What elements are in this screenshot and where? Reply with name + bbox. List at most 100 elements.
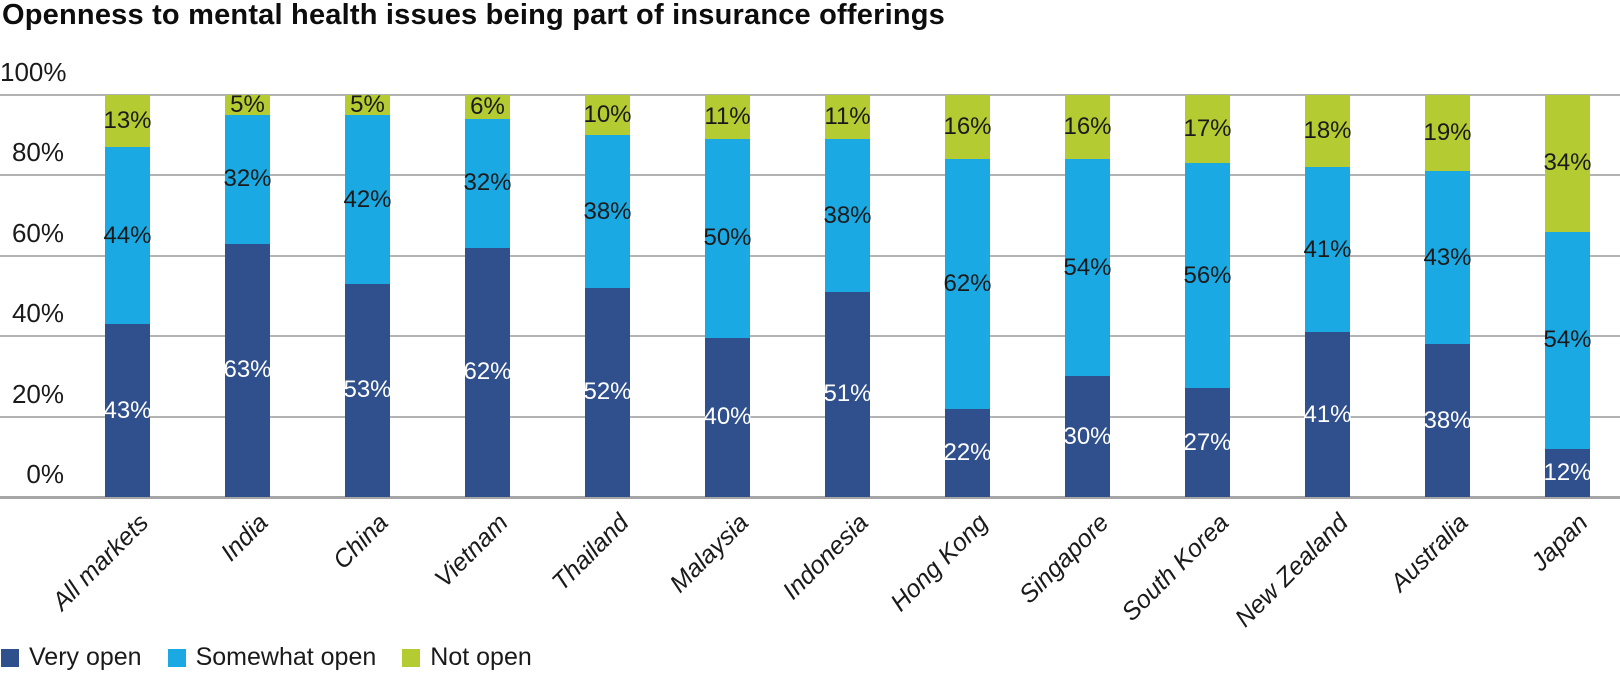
value-label: 54% [1063, 253, 1112, 281]
x-axis-label: Japan [1525, 508, 1594, 577]
value-label: 54% [1543, 326, 1592, 354]
value-label: 18% [1303, 117, 1352, 145]
bar-china: 5% 42% 53% [343, 91, 392, 497]
value-label: 63% [223, 356, 272, 384]
bar-hong-kong: 16% 62% 22% [943, 95, 992, 497]
value-label: 62% [463, 358, 512, 386]
bar-segment-very-open: 52% [583, 287, 632, 497]
bar-japan: 34% 54% 12% [1543, 95, 1592, 497]
bar-segment-very-open: 62% [463, 247, 512, 497]
y-axis-label: 20% [11, 378, 64, 409]
gridline [0, 254, 1620, 257]
value-label: 43% [1423, 243, 1472, 271]
x-axis-label: Singapore [1013, 508, 1114, 609]
x-axis-label: India [215, 508, 274, 567]
bar-segment-very-open: 40% [703, 337, 752, 497]
bar-segment-not-open: 6% [465, 93, 510, 121]
bar-segment-somewhat-open: 32% [463, 119, 512, 248]
chart-title: Openness to mental health issues being p… [2, 0, 945, 31]
bar-segment-somewhat-open: 42% [343, 115, 392, 284]
bar-segment-not-open: 18% [1303, 95, 1352, 168]
bar-segment-not-open: 16% [1063, 95, 1112, 160]
gridline [0, 335, 1620, 338]
value-label: 19% [1423, 119, 1472, 147]
x-axis-label: Indonesia [777, 508, 874, 606]
bar-malaysia: 11% 50% 40% [703, 95, 752, 497]
legend-label: Somewhat open [195, 643, 377, 671]
gridline [0, 94, 1620, 96]
legend-item: Not open [402, 643, 532, 671]
bar-india: 5% 32% 63% [223, 91, 272, 497]
value-label: 41% [1303, 235, 1352, 263]
x-axis-label: China [327, 508, 394, 575]
value-label: 52% [583, 378, 632, 406]
y-axis-label: 100% [0, 57, 67, 87]
bar-segment-somewhat-open: 41% [1303, 167, 1352, 333]
bar-segment-somewhat-open: 54% [1063, 159, 1112, 377]
bar-segment-very-open: 63% [223, 243, 272, 497]
bar-segment-very-open: 30% [1063, 376, 1112, 497]
value-label: 32% [223, 165, 272, 193]
legend-label: Not open [430, 643, 532, 671]
legend-swatch [1, 648, 19, 667]
bar-segment-somewhat-open: 38% [583, 135, 632, 288]
bar-segment-very-open: 51% [823, 291, 872, 497]
gridline [0, 415, 1620, 418]
bar-segment-very-open: 53% [343, 283, 392, 497]
x-axis-label: South Korea [1115, 508, 1234, 627]
value-label: 34% [1543, 149, 1592, 177]
legend-label: Very open [29, 643, 142, 671]
value-label: 6% [470, 93, 505, 121]
value-label: 5% [350, 91, 385, 119]
y-axis-label: 80% [11, 137, 64, 168]
bar-indonesia: 11% 38% 51% [823, 95, 872, 497]
value-label: 13% [103, 107, 152, 135]
value-label: 41% [1303, 400, 1352, 428]
x-axis-label: Vietnam [429, 508, 514, 593]
bar-thailand: 10% 38% 52% [583, 95, 632, 497]
bar-segment-very-open: 41% [1303, 332, 1352, 497]
bar-segment-somewhat-open: 44% [103, 147, 152, 325]
bar-segment-very-open: 12% [1543, 448, 1592, 497]
bar-segment-not-open: 11% [704, 95, 751, 139]
bar-segment-not-open: 17% [1183, 95, 1232, 164]
value-label: 56% [1183, 261, 1232, 289]
bar-segment-not-open: 5% [225, 91, 270, 119]
x-axis-label: New Zealand [1229, 508, 1354, 633]
x-axis-label: Hong Kong [885, 508, 994, 617]
value-label: 43% [103, 396, 152, 424]
value-label: 11% [824, 103, 871, 131]
value-label: 40% [703, 403, 752, 431]
bar-segment-very-open: 38% [1423, 344, 1472, 497]
value-label: 50% [703, 224, 752, 252]
bar-segment-somewhat-open: 56% [1183, 163, 1232, 389]
bar-segment-somewhat-open: 32% [223, 115, 272, 244]
value-label: 12% [1543, 458, 1592, 486]
bar-new-zealand: 18% 41% 41% [1303, 95, 1352, 497]
x-axis-line [0, 496, 1620, 499]
value-label: 16% [943, 113, 992, 141]
y-axis-label: 60% [11, 217, 64, 248]
bar-all-markets: 13% 44% 43% [103, 95, 152, 497]
x-axis-label: All markets [46, 508, 154, 616]
bar-segment-somewhat-open: 43% [1423, 171, 1472, 345]
bar-segment-somewhat-open: 54% [1543, 231, 1592, 449]
value-label: 22% [943, 438, 992, 466]
bar-segment-very-open: 27% [1183, 388, 1232, 497]
bar-singapore: 16% 54% 30% [1063, 95, 1112, 497]
value-label: 32% [463, 169, 512, 197]
bar-segment-not-open: 19% [1423, 95, 1472, 172]
value-label: 5% [230, 91, 265, 119]
bar-segment-very-open: 22% [943, 408, 992, 497]
value-label: 38% [823, 201, 872, 229]
bar-vietnam: 6% 32% 62% [463, 93, 512, 497]
value-label: 38% [1423, 406, 1472, 434]
bar-segment-somewhat-open: 50% [703, 138, 752, 338]
value-label: 53% [343, 376, 392, 404]
value-label: 17% [1183, 115, 1232, 143]
bar-australia: 19% 43% 38% [1423, 95, 1472, 497]
y-axis-label: 40% [11, 298, 64, 329]
bar-segment-very-open: 43% [103, 324, 152, 497]
